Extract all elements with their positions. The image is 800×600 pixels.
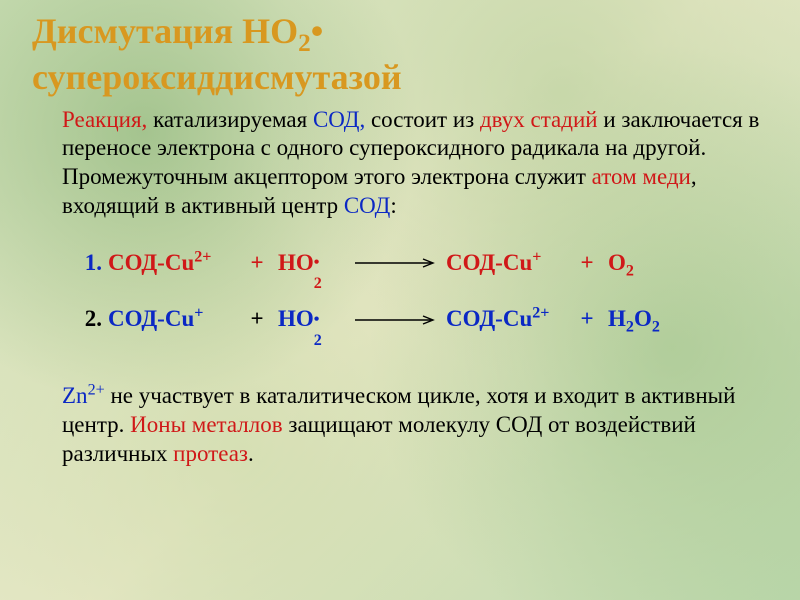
equation-1: 1. СОД-Cu2+ + HO•2 СОД-Cu+ +	[62, 249, 772, 278]
eq2-lhs2-sub: 2	[314, 333, 322, 349]
title-subscript: 2	[298, 30, 311, 57]
eq2-lhs1: СОД-Cu+	[108, 305, 236, 334]
eq2-rhs1-elem: Cu	[503, 306, 532, 331]
title-line1: Дисмутация НО2•	[32, 11, 323, 51]
eq1-lhs2: HO•2	[278, 249, 344, 278]
eq1-arrow	[350, 257, 440, 269]
eq1-lhs1-elem: Cu	[165, 250, 194, 275]
p2-t3: Ионы металлов	[130, 412, 282, 437]
eq2-plus2: +	[572, 305, 602, 334]
p1-t2: катализируемая	[147, 107, 313, 132]
eq2-lhs1-charge: +	[194, 305, 203, 322]
eq2-rhs2-extra: O	[634, 306, 652, 331]
p1-t3: СОД,	[313, 107, 365, 132]
eq2-rhs2-sub: 2	[626, 319, 634, 336]
p1-t10: :	[390, 193, 396, 218]
p2-t5: протеаз	[173, 441, 248, 466]
eq1-plus2: +	[572, 249, 602, 278]
eq1-rhs1-label: СОД-	[446, 250, 503, 275]
eq1-lhs2-sub: 2	[314, 276, 322, 292]
eq2-lhs1-elem: Cu	[165, 306, 194, 331]
eq1-number: 1.	[62, 249, 102, 278]
eq1-plus1: +	[242, 249, 272, 278]
p2-zn: Zn2+	[62, 383, 105, 408]
eq1-rhs2-sub: 2	[626, 262, 634, 279]
slide-body: Реакция, катализируемая СОД, состоит из …	[62, 106, 772, 469]
eq1-rhs2: O2	[608, 249, 688, 278]
paragraph-2: Zn2+ не участвует в каталитическом цикле…	[62, 382, 772, 468]
eq1-lhs1-label: СОД-	[108, 250, 165, 275]
eq1-rhs1-charge: +	[532, 248, 541, 265]
eq1-rhs2-label: O	[608, 250, 626, 275]
eq2-rhs2-label: H	[608, 306, 626, 331]
eq1-rhs1: СОД-Cu+	[446, 249, 566, 278]
p2-zn-charge: 2+	[88, 381, 105, 398]
eq1-lhs1-charge: 2+	[194, 248, 211, 265]
p2-t6: .	[248, 441, 254, 466]
eq2-lhs2-label: HO	[278, 306, 314, 331]
eq1-lhs2-dot: •	[314, 255, 320, 271]
arrow-icon	[353, 257, 437, 269]
p1-t5: двух стадий	[480, 107, 598, 132]
equations-block: 1. СОД-Cu2+ + HO•2 СОД-Cu+ +	[62, 249, 772, 335]
eq1-lhs2-label: HO	[278, 250, 314, 275]
eq2-lhs2-dot: •	[314, 312, 320, 328]
title-line2: супероксиддисмутазой	[32, 57, 402, 97]
eq2-lhs1-label: СОД-	[108, 306, 165, 331]
p1-t7: атом меди	[592, 164, 691, 189]
slide-title: Дисмутация НО2• супероксиддисмутазой	[32, 12, 772, 98]
title-bullet: •	[311, 11, 324, 51]
paragraph-1: Реакция, катализируемая СОД, состоит из …	[62, 106, 772, 221]
eq2-lhs2: HO•2	[278, 305, 344, 334]
eq2-rhs1-charge: 2+	[532, 305, 549, 322]
p1-t9: СОД	[344, 193, 391, 218]
title-text-1: Дисмутация НО	[32, 11, 298, 51]
eq2-arrow	[350, 314, 440, 326]
eq2-plus1: +	[242, 305, 272, 334]
eq2-rhs1-label: СОД-	[446, 306, 503, 331]
eq2-number: 2.	[62, 305, 102, 334]
eq1-lhs1: СОД-Cu2+	[108, 249, 236, 278]
eq1-rhs1-elem: Cu	[503, 250, 532, 275]
eq2-rhs1: СОД-Cu2+	[446, 305, 566, 334]
p1-t4: состоит из	[365, 107, 480, 132]
eq2-rhs2: H2O2	[608, 305, 688, 334]
slide: Дисмутация НО2• супероксиддисмутазой Реа…	[0, 0, 800, 600]
p1-t1: Реакция,	[62, 107, 147, 132]
eq2-rhs2-extra-sub: 2	[652, 319, 660, 336]
equation-2: 2. СОД-Cu+ + HO•2 СОД-Cu2+ +	[62, 305, 772, 334]
p2-zn-elem: Zn	[62, 383, 88, 408]
arrow-icon	[353, 314, 437, 326]
